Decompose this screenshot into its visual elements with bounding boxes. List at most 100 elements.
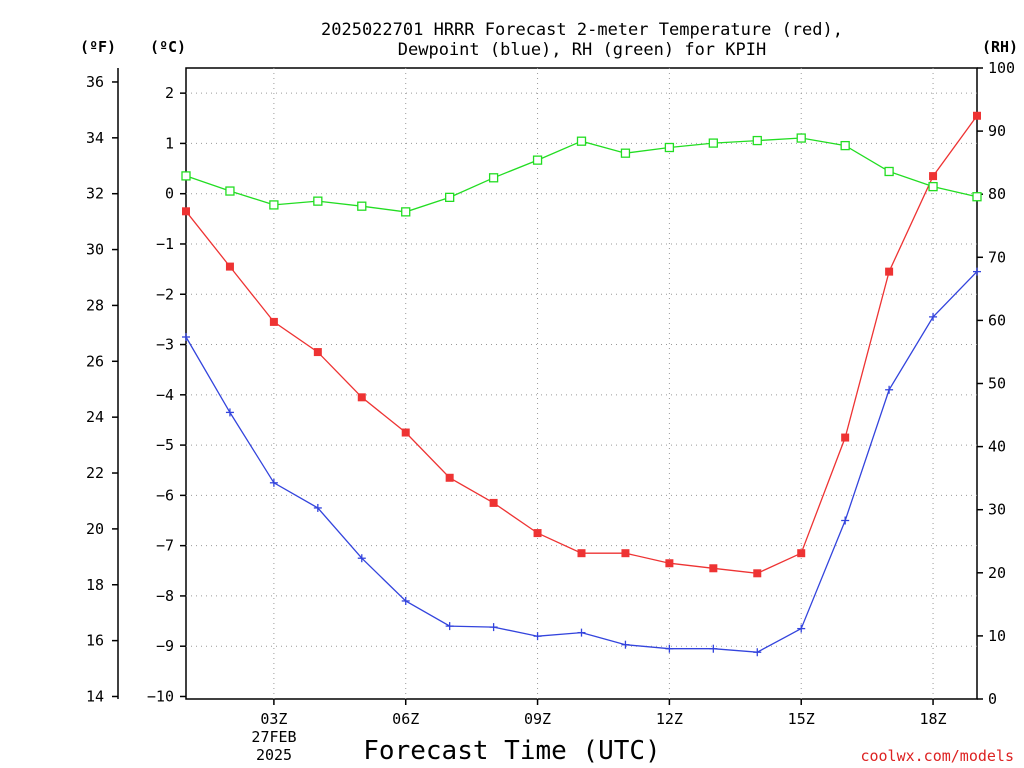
dewpoint-point <box>885 385 894 394</box>
rh-tick-label: 20 <box>988 564 1006 582</box>
rh-tick-label: 0 <box>988 690 997 708</box>
temperature-point <box>973 111 981 120</box>
rh-point <box>445 192 455 203</box>
temperature-point <box>929 172 938 181</box>
temperature-point <box>357 393 366 402</box>
rh-tick-label: 50 <box>988 375 1006 393</box>
rh-tick-label: 90 <box>988 122 1006 140</box>
dewpoint-point <box>841 516 850 525</box>
temperature-point <box>445 473 454 482</box>
dewpoint-point <box>401 596 410 605</box>
fahrenheit-tick-label: 22 <box>86 464 104 482</box>
dewpoint-point <box>445 622 454 631</box>
temperature-point <box>489 498 498 507</box>
fahrenheit-tick-label: 14 <box>86 687 104 705</box>
dewpoint-point <box>313 503 322 512</box>
celsius-axis-unit: (ºC) <box>150 38 186 56</box>
fahrenheit-tick-label: 32 <box>86 185 104 203</box>
rh-point <box>181 171 191 181</box>
dewpoint-point <box>797 624 806 633</box>
rh-point <box>576 136 587 146</box>
rh-tick-label: 40 <box>988 438 1006 456</box>
rh-tick-label: 100 <box>988 59 1015 77</box>
dewpoint-point <box>489 623 498 632</box>
rh-point <box>488 173 499 183</box>
series-layer <box>181 111 982 657</box>
temperature-point <box>313 348 322 357</box>
celsius-tick-label: −4 <box>156 386 174 404</box>
celsius-tick-label: −2 <box>156 285 174 303</box>
dewpoint-point <box>665 644 674 653</box>
grid <box>186 68 977 699</box>
fahrenheit-tick-label: 36 <box>86 73 104 91</box>
fahrenheit-tick-label: 20 <box>86 520 104 538</box>
dewpoint-point <box>709 644 718 653</box>
dewpoint-point <box>929 312 938 321</box>
fahrenheit-tick-label: 34 <box>86 129 104 147</box>
x-tick-label: 12Z <box>656 710 683 728</box>
celsius-tick-label: −7 <box>156 537 174 555</box>
dewpoint-point <box>753 648 762 657</box>
rh-point <box>752 135 762 146</box>
temperature-series <box>182 111 981 578</box>
fahrenheit-tick-label: 28 <box>86 296 104 314</box>
dewpoint-point <box>225 408 234 417</box>
temperature-point <box>533 529 542 538</box>
rh-point <box>664 142 675 153</box>
temperature-point <box>665 559 674 568</box>
chart-title-line1: 2025022701 HRRR Forecast 2-meter Tempera… <box>321 20 843 40</box>
fahrenheit-tick-label: 16 <box>86 632 104 650</box>
x-date-label-day: 27FEB <box>251 728 296 746</box>
rh-point <box>401 207 411 217</box>
temperature-point <box>885 267 894 276</box>
rh-point <box>357 201 367 211</box>
x-tick-label: 15Z <box>788 710 815 728</box>
dewpoint-line <box>185 271 978 653</box>
x-date-label-year: 2025 <box>256 746 292 764</box>
temperature-point <box>753 569 762 578</box>
dewpoint-series <box>182 267 981 657</box>
source-credit: coolwx.com/models <box>860 747 1014 765</box>
rh-point <box>269 200 279 210</box>
rh-point <box>620 148 631 158</box>
rh-point <box>972 192 982 202</box>
dewpoint-point <box>577 628 586 637</box>
fahrenheit-tick-label: 18 <box>86 576 104 594</box>
rh-tick-label: 30 <box>988 501 1006 519</box>
celsius-tick-label: −1 <box>156 235 174 253</box>
temperature-point <box>401 428 410 437</box>
rh-point <box>532 155 543 165</box>
dewpoint-point <box>621 640 630 649</box>
temperature-point <box>577 549 586 558</box>
rh-point <box>840 140 850 151</box>
rh-tick-label: 70 <box>988 248 1006 266</box>
dewpoint-point <box>182 332 190 341</box>
rh-point <box>225 186 235 196</box>
fahrenheit-tick-label: 26 <box>86 352 104 370</box>
chart-title-line2: Dewpoint (blue), RH (green) for KPIH <box>398 40 766 60</box>
rh-point <box>796 133 806 143</box>
rh-point <box>928 181 938 192</box>
temperature-point <box>621 549 630 558</box>
celsius-tick-label: −6 <box>156 486 174 504</box>
celsius-tick-label: −8 <box>156 587 174 605</box>
x-tick-label: 03Z <box>260 710 287 728</box>
celsius-tick-label: −3 <box>156 336 174 354</box>
celsius-tick-label: 1 <box>165 134 174 152</box>
temperature-point <box>182 207 190 216</box>
temperature-point <box>841 433 850 442</box>
celsius-tick-label: −9 <box>156 637 174 655</box>
temperature-point <box>709 564 718 573</box>
x-tick-label: 18Z <box>920 710 947 728</box>
rh-axis-unit: (RH) <box>982 38 1018 56</box>
fahrenheit-axis-unit: (ºF) <box>80 38 116 56</box>
rh-tick-label: 60 <box>988 311 1006 329</box>
fahrenheit-tick-label: 24 <box>86 408 104 426</box>
dewpoint-point <box>269 478 278 487</box>
rh-series <box>181 133 982 217</box>
fahrenheit-tick-label: 30 <box>86 241 104 259</box>
temperature-point <box>269 317 278 326</box>
rh-line <box>185 137 978 213</box>
temperature-point <box>797 549 806 558</box>
